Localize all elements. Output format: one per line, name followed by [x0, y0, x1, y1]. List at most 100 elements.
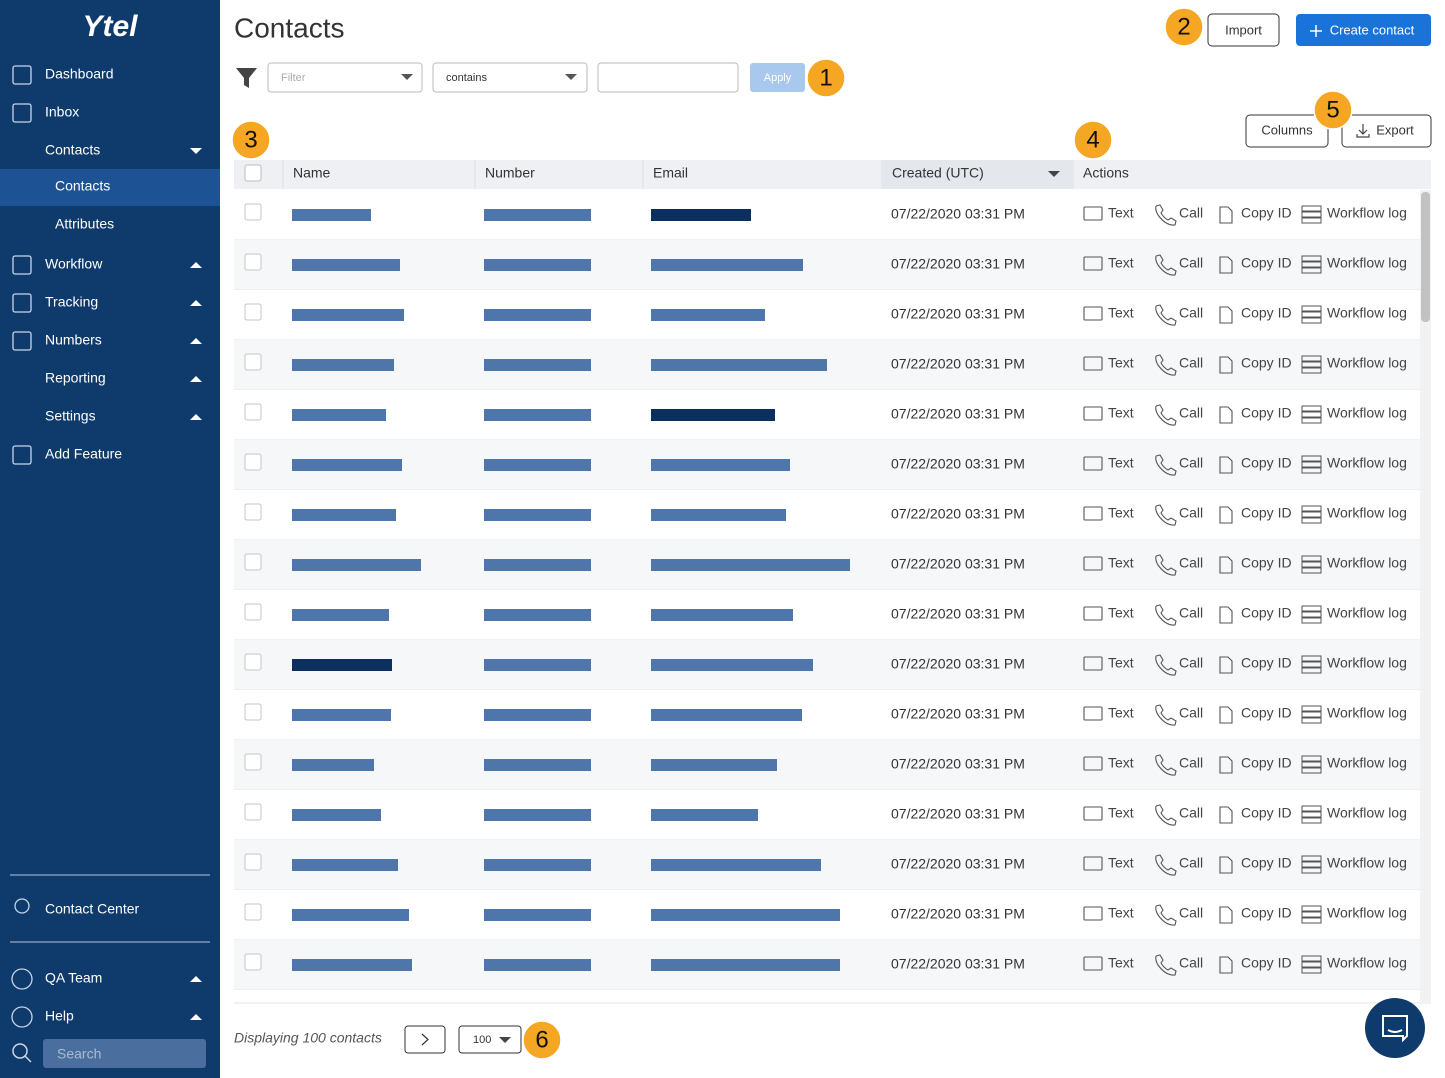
- row-action[interactable]: Copy ID: [1241, 655, 1292, 671]
- row-action[interactable]: Workflow log: [1327, 605, 1407, 621]
- nav-item[interactable]: QA Team: [45, 970, 102, 986]
- row-action[interactable]: Workflow log: [1327, 205, 1407, 221]
- row-action[interactable]: Text: [1108, 605, 1134, 621]
- row-action[interactable]: Text: [1108, 205, 1134, 221]
- row-checkbox[interactable]: [244, 203, 262, 221]
- row-action[interactable]: Call: [1179, 255, 1203, 271]
- apply-button[interactable]: [750, 63, 805, 92]
- row-action[interactable]: Call: [1179, 605, 1203, 621]
- export-button[interactable]: [1341, 114, 1432, 148]
- row-action[interactable]: Copy ID: [1241, 605, 1292, 621]
- nav-item[interactable]: Tracking: [45, 294, 98, 310]
- row-checkbox[interactable]: [244, 703, 262, 721]
- row-checkbox[interactable]: [244, 553, 262, 571]
- nav-item[interactable]: Add Feature: [45, 446, 122, 462]
- row-action[interactable]: Workflow log: [1327, 905, 1407, 921]
- nav-item[interactable]: Contacts: [45, 142, 100, 158]
- row-action[interactable]: Workflow log: [1327, 655, 1407, 671]
- column-header[interactable]: Name: [293, 165, 331, 181]
- row-action[interactable]: Workflow log: [1327, 755, 1407, 771]
- row-action[interactable]: Call: [1179, 205, 1203, 221]
- row-action[interactable]: Call: [1179, 955, 1203, 971]
- row-action[interactable]: Text: [1108, 855, 1134, 871]
- row-action[interactable]: Text: [1108, 905, 1134, 921]
- operator-select[interactable]: [432, 62, 588, 93]
- row-action[interactable]: Call: [1179, 855, 1203, 871]
- row-action[interactable]: Call: [1179, 355, 1203, 371]
- row-checkbox[interactable]: [244, 403, 262, 421]
- nav-item[interactable]: Help: [45, 1008, 74, 1024]
- row-action[interactable]: Workflow log: [1327, 505, 1407, 521]
- row-action[interactable]: Text: [1108, 305, 1134, 321]
- search-input[interactable]: [43, 1039, 206, 1068]
- row-action[interactable]: Copy ID: [1241, 255, 1292, 271]
- nav-sub-item[interactable]: Attributes: [55, 216, 114, 232]
- nav-item[interactable]: Numbers: [45, 332, 102, 348]
- row-action[interactable]: Copy ID: [1241, 855, 1292, 871]
- row-checkbox[interactable]: [244, 953, 262, 971]
- row-action[interactable]: Call: [1179, 455, 1203, 471]
- scrollbar-thumb[interactable]: [1421, 192, 1430, 322]
- row-checkbox[interactable]: [244, 603, 262, 621]
- row-action[interactable]: Call: [1179, 805, 1203, 821]
- row-checkbox[interactable]: [244, 753, 262, 771]
- row-checkbox[interactable]: [244, 903, 262, 921]
- column-header[interactable]: Number: [485, 165, 535, 181]
- column-header[interactable]: Email: [653, 165, 688, 181]
- row-action[interactable]: Text: [1108, 555, 1134, 571]
- filter-select[interactable]: [267, 62, 423, 93]
- row-action[interactable]: Workflow log: [1327, 305, 1407, 321]
- row-action[interactable]: Copy ID: [1241, 355, 1292, 371]
- row-action[interactable]: Copy ID: [1241, 455, 1292, 471]
- row-checkbox[interactable]: [244, 853, 262, 871]
- row-action[interactable]: Call: [1179, 405, 1203, 421]
- row-action[interactable]: Text: [1108, 505, 1134, 521]
- row-action[interactable]: Copy ID: [1241, 555, 1292, 571]
- row-action[interactable]: Workflow log: [1327, 705, 1407, 721]
- columns-button[interactable]: [1245, 114, 1329, 148]
- row-action[interactable]: Text: [1108, 955, 1134, 971]
- row-action[interactable]: Text: [1108, 355, 1134, 371]
- nav-item[interactable]: Settings: [45, 408, 96, 424]
- row-action[interactable]: Copy ID: [1241, 205, 1292, 221]
- row-action[interactable]: Text: [1108, 405, 1134, 421]
- nav-item[interactable]: Reporting: [45, 370, 106, 386]
- select-all-checkbox[interactable]: [244, 164, 262, 182]
- row-action[interactable]: Call: [1179, 505, 1203, 521]
- row-action[interactable]: Copy ID: [1241, 705, 1292, 721]
- row-action[interactable]: Text: [1108, 455, 1134, 471]
- row-action[interactable]: Copy ID: [1241, 905, 1292, 921]
- row-action[interactable]: Text: [1108, 755, 1134, 771]
- chat-launcher[interactable]: [1365, 998, 1425, 1058]
- row-action[interactable]: Copy ID: [1241, 305, 1292, 321]
- row-action[interactable]: Workflow log: [1327, 955, 1407, 971]
- filter-input[interactable]: [597, 62, 739, 93]
- row-action[interactable]: Copy ID: [1241, 505, 1292, 521]
- row-action[interactable]: Call: [1179, 655, 1203, 671]
- next-page-button[interactable]: [404, 1025, 446, 1054]
- row-action[interactable]: Copy ID: [1241, 805, 1292, 821]
- row-action[interactable]: Copy ID: [1241, 955, 1292, 971]
- nav-item[interactable]: Dashboard: [45, 66, 114, 82]
- nav-item[interactable]: Inbox: [45, 104, 79, 120]
- row-checkbox[interactable]: [244, 303, 262, 321]
- nav-item[interactable]: Contact Center: [45, 901, 139, 917]
- row-action[interactable]: Text: [1108, 805, 1134, 821]
- nav-sub-item[interactable]: Contacts: [55, 178, 110, 194]
- row-action[interactable]: Copy ID: [1241, 405, 1292, 421]
- row-action[interactable]: Text: [1108, 255, 1134, 271]
- nav-item[interactable]: Workflow: [45, 256, 103, 272]
- row-checkbox[interactable]: [244, 653, 262, 671]
- row-checkbox[interactable]: [244, 503, 262, 521]
- row-checkbox[interactable]: [244, 803, 262, 821]
- row-action[interactable]: Workflow log: [1327, 855, 1407, 871]
- row-action[interactable]: Workflow log: [1327, 805, 1407, 821]
- row-action[interactable]: Call: [1179, 755, 1203, 771]
- row-action[interactable]: Text: [1108, 655, 1134, 671]
- row-action[interactable]: Copy ID: [1241, 755, 1292, 771]
- row-action[interactable]: Call: [1179, 705, 1203, 721]
- row-action[interactable]: Workflow log: [1327, 355, 1407, 371]
- import-button[interactable]: [1207, 13, 1280, 47]
- row-action[interactable]: Call: [1179, 305, 1203, 321]
- row-checkbox[interactable]: [244, 253, 262, 271]
